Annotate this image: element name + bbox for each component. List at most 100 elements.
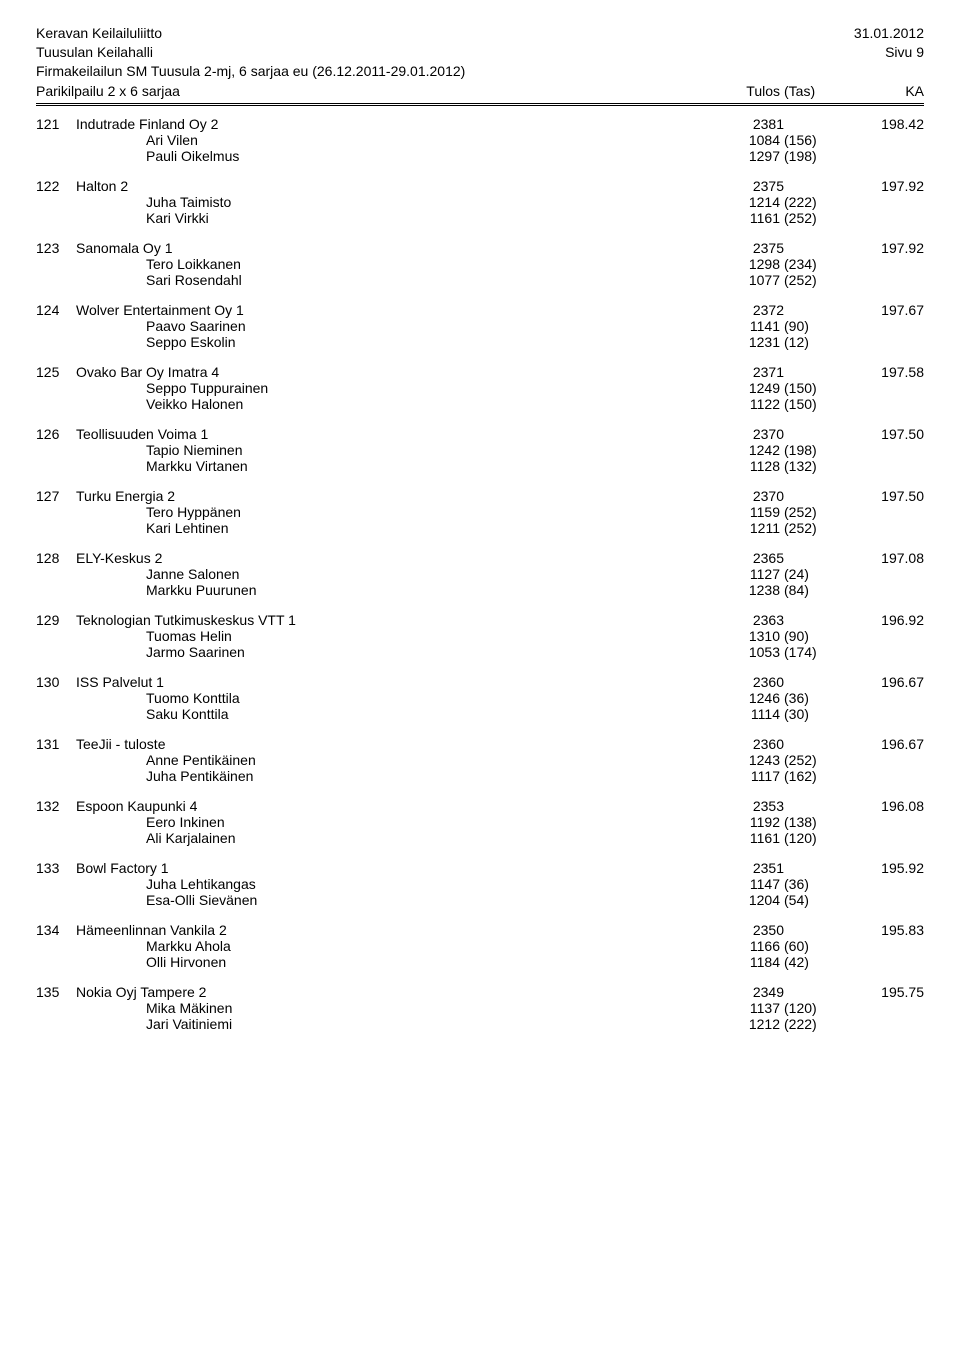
player-pad bbox=[854, 256, 924, 272]
player-score: 1077 bbox=[720, 272, 780, 288]
header-page: Sivu 9 bbox=[854, 43, 924, 62]
player-tas: (156) bbox=[780, 132, 854, 148]
player-pad bbox=[854, 334, 924, 350]
player-row: Eero Inkinen1192(138) bbox=[36, 814, 924, 830]
player-pad bbox=[854, 814, 924, 830]
team-rank: 124 bbox=[36, 302, 76, 318]
player-tas: (234) bbox=[780, 256, 854, 272]
player-tas: (90) bbox=[780, 628, 854, 644]
player-row: Markku Virtanen1128(132) bbox=[36, 458, 924, 474]
player-pad bbox=[854, 690, 924, 706]
team-gap bbox=[784, 364, 854, 380]
player-row: Sari Rosendahl1077(252) bbox=[36, 272, 924, 288]
player-pad bbox=[854, 380, 924, 396]
player-pad bbox=[854, 768, 924, 784]
player-tas: (60) bbox=[780, 938, 854, 954]
player-indent bbox=[36, 814, 146, 830]
player-name: Pauli Oikelmus bbox=[146, 148, 720, 164]
team-gap bbox=[784, 488, 854, 504]
team-name: ISS Palvelut 1 bbox=[76, 674, 724, 690]
team-name: TeeJii - tuloste bbox=[76, 736, 724, 752]
player-score: 1147 bbox=[720, 876, 780, 892]
team-ka: 197.58 bbox=[854, 364, 924, 380]
player-pad bbox=[854, 892, 924, 908]
player-tas: (54) bbox=[780, 892, 854, 908]
team-row: 126Teollisuuden Voima 12370197.50 bbox=[36, 426, 924, 442]
player-pad bbox=[854, 938, 924, 954]
player-name: Kari Virkki bbox=[146, 210, 720, 226]
player-score: 1053 bbox=[720, 644, 780, 660]
player-name: Tuomo Konttila bbox=[146, 690, 720, 706]
subheader-tas: (Tas) bbox=[780, 83, 854, 99]
player-name: Anne Pentikäinen bbox=[146, 752, 720, 768]
player-tas: (36) bbox=[780, 690, 854, 706]
player-tas: (198) bbox=[780, 442, 854, 458]
player-score: 1128 bbox=[720, 458, 780, 474]
team-gap bbox=[784, 240, 854, 256]
team-rank: 121 bbox=[36, 116, 76, 132]
player-row: Paavo Saarinen1141(90) bbox=[36, 318, 924, 334]
team-row: 130ISS Palvelut 12360196.67 bbox=[36, 674, 924, 690]
player-row: Olli Hirvonen1184(42) bbox=[36, 954, 924, 970]
entry: 128ELY-Keskus 22365197.08Janne Salonen11… bbox=[36, 550, 924, 598]
player-pad bbox=[854, 194, 924, 210]
player-pad bbox=[854, 752, 924, 768]
player-indent bbox=[36, 442, 146, 458]
team-name: Espoon Kaupunki 4 bbox=[76, 798, 724, 814]
player-score: 1127 bbox=[720, 566, 780, 582]
entry: 134Hämeenlinnan Vankila 22350195.83Markk… bbox=[36, 922, 924, 970]
team-gap bbox=[784, 116, 854, 132]
player-row: Pauli Oikelmus1297(198) bbox=[36, 148, 924, 164]
player-row: Ari Vilen1084(156) bbox=[36, 132, 924, 148]
team-score: 2363 bbox=[724, 612, 784, 628]
player-indent bbox=[36, 706, 146, 722]
player-pad bbox=[854, 272, 924, 288]
team-name: Nokia Oyj Tampere 2 bbox=[76, 984, 724, 1000]
player-row: Tero Hyppänen1159(252) bbox=[36, 504, 924, 520]
player-name: Olli Hirvonen bbox=[146, 954, 720, 970]
subheader-left: Parikilpailu 2 x 6 sarjaa bbox=[36, 83, 180, 99]
player-name: Kari Lehtinen bbox=[146, 520, 720, 536]
team-name: ELY-Keskus 2 bbox=[76, 550, 724, 566]
player-pad bbox=[854, 1016, 924, 1032]
header-left: Keravan Keilailuliitto Tuusulan Keilahal… bbox=[36, 24, 465, 81]
player-score: 1249 bbox=[720, 380, 780, 396]
player-score: 1084 bbox=[720, 132, 780, 148]
team-ka: 197.50 bbox=[854, 426, 924, 442]
player-tas: (252) bbox=[780, 210, 854, 226]
player-score: 1161 bbox=[720, 210, 780, 226]
player-name: Mika Mäkinen bbox=[146, 1000, 720, 1016]
team-score: 2350 bbox=[724, 922, 784, 938]
team-score: 2360 bbox=[724, 736, 784, 752]
team-row: 133Bowl Factory 12351195.92 bbox=[36, 860, 924, 876]
player-row: Ali Karjalainen1161(120) bbox=[36, 830, 924, 846]
team-ka: 196.67 bbox=[854, 674, 924, 690]
entries-container: 121Indutrade Finland Oy 22381198.42Ari V… bbox=[36, 116, 924, 1032]
player-row: Veikko Halonen1122(150) bbox=[36, 396, 924, 412]
player-pad bbox=[854, 954, 924, 970]
player-score: 1159 bbox=[720, 504, 780, 520]
team-ka: 197.92 bbox=[854, 178, 924, 194]
player-indent bbox=[36, 752, 146, 768]
team-name: Wolver Entertainment Oy 1 bbox=[76, 302, 724, 318]
player-row: Juha Pentikäinen1117(162) bbox=[36, 768, 924, 784]
team-score: 2351 bbox=[724, 860, 784, 876]
team-score: 2353 bbox=[724, 798, 784, 814]
player-name: Juha Taimisto bbox=[146, 194, 720, 210]
player-score: 1246 bbox=[720, 690, 780, 706]
player-pad bbox=[854, 318, 924, 334]
team-score: 2381 bbox=[724, 116, 784, 132]
entry: 121Indutrade Finland Oy 22381198.42Ari V… bbox=[36, 116, 924, 164]
team-row: 128ELY-Keskus 22365197.08 bbox=[36, 550, 924, 566]
player-pad bbox=[854, 1000, 924, 1016]
team-row: 122Halton 22375197.92 bbox=[36, 178, 924, 194]
player-name: Jari Vaitiniemi bbox=[146, 1016, 720, 1032]
player-row: Saku Konttila1114(30) bbox=[36, 706, 924, 722]
player-pad bbox=[854, 830, 924, 846]
player-name: Jarmo Saarinen bbox=[146, 644, 720, 660]
team-name: Indutrade Finland Oy 2 bbox=[76, 116, 724, 132]
team-rank: 128 bbox=[36, 550, 76, 566]
player-score: 1122 bbox=[720, 396, 780, 412]
team-score: 2360 bbox=[724, 674, 784, 690]
player-row: Jarmo Saarinen1053(174) bbox=[36, 644, 924, 660]
